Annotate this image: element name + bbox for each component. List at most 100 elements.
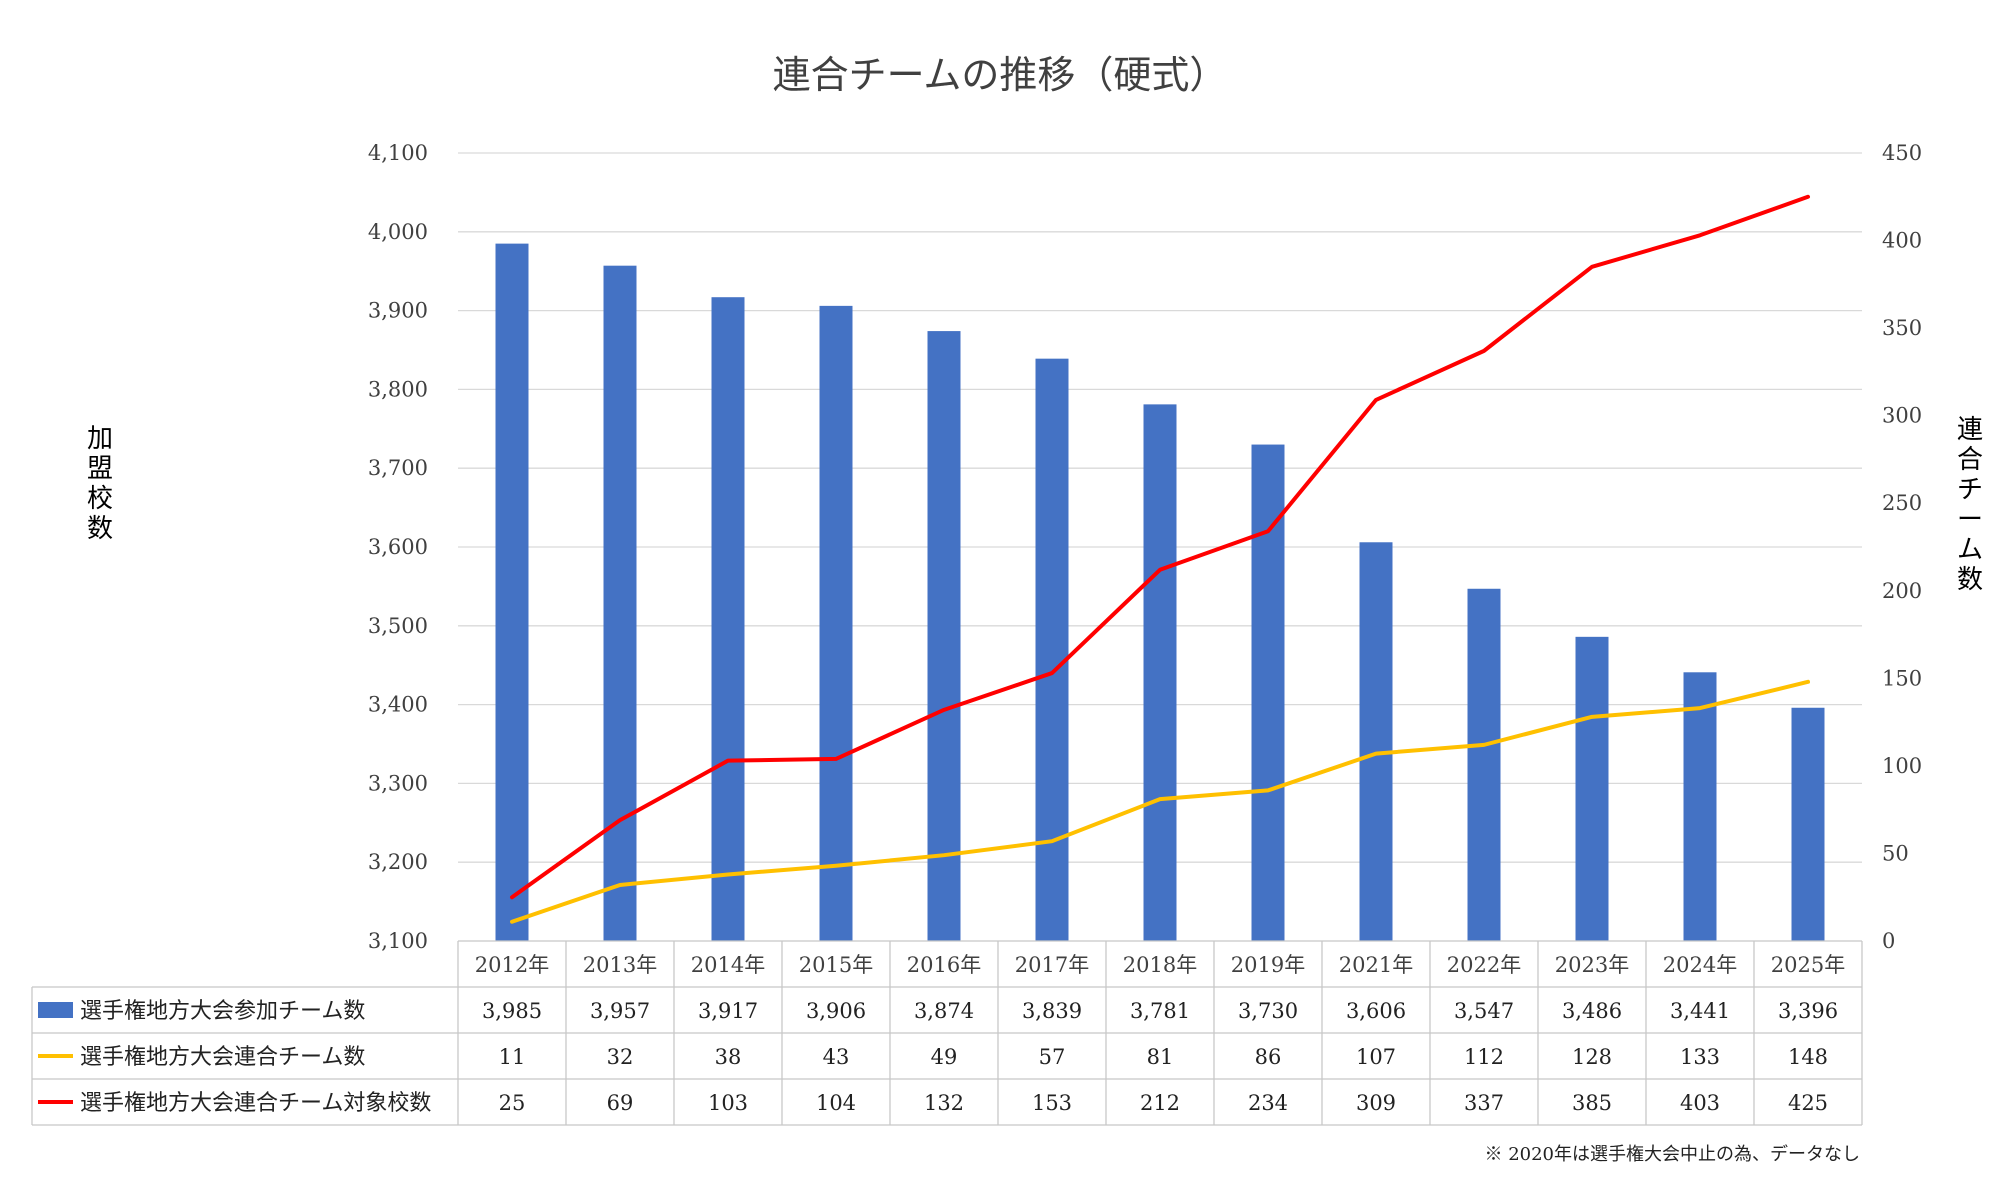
data-table-value: 3,917 [698,999,758,1023]
data-table-value: 337 [1464,1091,1504,1115]
y-right-axis-title-char: チ [1957,475,1983,505]
y-left-tick-label: 3,200 [368,850,428,874]
y-right-tick-label: 250 [1882,491,1922,515]
y-right-tick-label: 300 [1882,404,1922,428]
y-left-axis-title-char: 校 [87,484,113,514]
line-point [834,757,838,761]
bar [603,265,637,942]
data-table-value: 3,486 [1562,999,1622,1023]
y-left-axis-title-char: 加 [87,424,113,454]
data-table-value: 148 [1788,1045,1828,1069]
data-table-value: 38 [715,1045,742,1069]
x-category-label: 2022年 [1447,953,1521,977]
data-table-value: 153 [1032,1091,1072,1115]
x-category-label: 2023年 [1555,953,1629,977]
x-category-label: 2024年 [1663,953,1737,977]
bar [495,243,529,941]
line-point [618,883,622,887]
bar [1143,404,1177,941]
line-point [834,864,838,868]
data-table-value: 11 [499,1045,526,1069]
bar [1683,672,1717,941]
y-left-tick-label: 4,100 [368,141,428,165]
line-point [942,853,946,857]
data-table-value: 3,547 [1454,999,1514,1023]
data-table-value: 81 [1147,1045,1174,1069]
legend-series-name: 選手権地方大会連合チーム対象校数 [80,1091,431,1116]
data-table-value: 57 [1039,1045,1066,1069]
bar [711,297,745,942]
line-point [1050,671,1054,675]
line-point [1590,715,1594,719]
line-point [1266,529,1270,533]
data-table-value: 103 [708,1091,748,1115]
data-table-value: 3,874 [914,999,974,1023]
line-point [726,872,730,876]
data-table-value: 3,606 [1346,999,1406,1023]
y-right-axis-title-char: 連 [1957,415,1983,445]
data-table-value: 32 [607,1045,634,1069]
data-table-value: 234 [1248,1091,1288,1115]
x-category-label: 2025年 [1771,953,1845,977]
data-table-value: 425 [1788,1091,1828,1115]
line-point [1374,398,1378,402]
data-table-value: 3,730 [1238,999,1298,1023]
line-point [510,895,514,899]
line-point [1050,839,1054,843]
line-point [1374,752,1378,756]
x-category-label: 2016年 [907,953,981,977]
bar [1251,444,1285,941]
data-table-value: 3,906 [806,999,866,1023]
bar [1575,636,1609,941]
data-table-value: 69 [607,1091,634,1115]
data-table-value: 112 [1464,1045,1504,1069]
y-left-tick-label: 4,000 [368,220,428,244]
data-table-value: 3,441 [1670,999,1730,1023]
data-table-value: 25 [499,1091,526,1115]
y-right-axis-title-char: ム [1957,535,1983,565]
line-point [1806,195,1810,199]
y-left-tick-label: 3,400 [368,693,428,717]
y-right-axis-title-char: ー [1957,505,1983,535]
y-right-tick-label: 400 [1882,229,1922,253]
y-left-tick-label: 3,300 [368,771,428,795]
y-right-axis-title-char: 合 [1957,445,1983,475]
data-table-value: 212 [1140,1091,1180,1115]
line-point [1158,797,1162,801]
x-category-label: 2015年 [799,953,873,977]
y-left-tick-label: 3,100 [368,929,428,953]
data-table-value: 309 [1356,1091,1396,1115]
data-table-value: 3,957 [590,999,650,1023]
y-left-tick-label: 3,500 [368,614,428,638]
bar [1035,358,1069,942]
data-table-value: 132 [924,1091,964,1115]
x-category-label: 2021年 [1339,953,1413,977]
y-left-tick-label: 3,600 [368,535,428,559]
bar [1791,707,1825,941]
legend-series-name: 選手権地方大会連合チーム数 [80,1045,365,1070]
legend-series-name: 選手権地方大会参加チーム数 [80,999,365,1024]
y-right-tick-label: 350 [1882,316,1922,340]
line-point [1806,680,1810,684]
bar [1467,588,1501,941]
x-category-label: 2018年 [1123,953,1197,977]
y-left-tick-label: 3,700 [368,456,428,480]
line-point [1698,233,1702,237]
footnote: ※ 2020年は選手権大会中止の為、データなし [1484,1144,1860,1165]
y-right-tick-label: 0 [1882,929,1895,953]
bar [819,305,853,941]
y-right-tick-label: 200 [1882,579,1922,603]
y-left-tick-label: 3,800 [368,377,428,401]
data-table-value: 3,839 [1022,999,1082,1023]
bar [1359,542,1393,941]
y-right-tick-label: 100 [1882,754,1922,778]
line-point [726,759,730,763]
y-left-axis-title-char: 数 [87,514,113,544]
y-left-axis-title-char: 盟 [87,454,113,484]
y-right-tick-label: 50 [1882,841,1909,865]
line-point [510,920,514,924]
data-table-value: 86 [1255,1045,1282,1069]
data-table-value: 43 [823,1045,850,1069]
data-table-value: 128 [1572,1045,1612,1069]
